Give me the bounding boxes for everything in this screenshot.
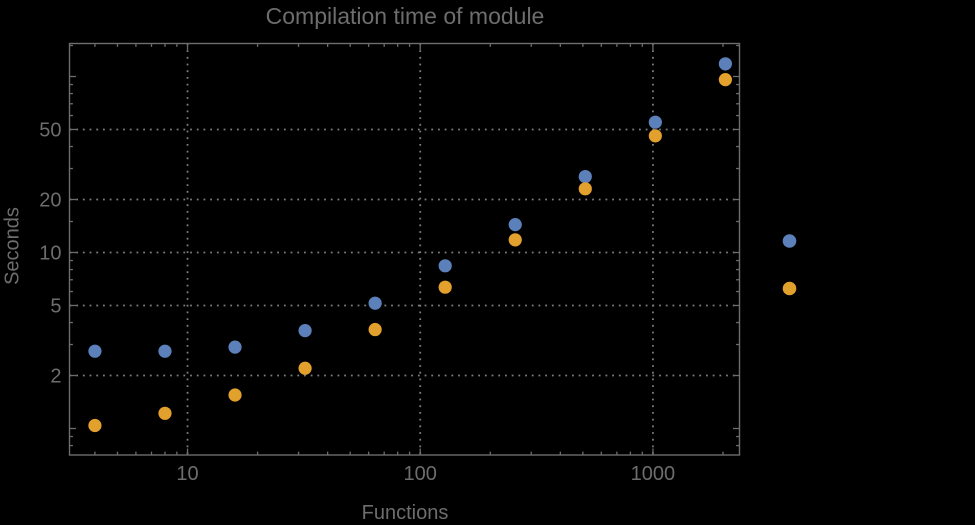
data-point-series-2	[438, 280, 452, 294]
data-point-series-2	[368, 322, 382, 337]
y-axis-label: Seconds	[1, 207, 24, 285]
chart-title: Compilation time of module	[265, 3, 545, 29]
data-point-series-2	[578, 182, 592, 196]
data-point-series-2	[158, 406, 172, 420]
x-tick-label: 1000	[631, 463, 676, 485]
x-tick-label: 100	[404, 463, 437, 485]
data-point-series-1	[438, 259, 452, 273]
data-point-series-1	[718, 57, 732, 71]
x-tick-label: 10	[176, 463, 198, 485]
data-point-series-2	[648, 129, 662, 143]
data-point-series-1	[578, 169, 592, 184]
data-point-series-1	[648, 115, 662, 129]
y-tick-label: 5	[50, 295, 61, 317]
data-point-series-1	[228, 340, 242, 354]
legend-marker-series-1	[782, 234, 797, 248]
data-point-series-2	[228, 388, 242, 402]
y-tick-label: 10	[39, 243, 61, 265]
data-point-series-1	[508, 218, 522, 232]
data-point-series-1	[298, 323, 312, 338]
legend-marker-series-2	[782, 281, 797, 296]
data-point-series-2	[718, 73, 732, 87]
y-tick-label: 2	[50, 366, 61, 388]
data-point-series-2	[508, 233, 522, 247]
data-point-series-1	[368, 296, 382, 310]
data-point-series-2	[298, 361, 312, 375]
y-tick-label: 50	[39, 119, 61, 141]
data-point-series-1	[158, 344, 172, 358]
y-tick-label: 20	[39, 190, 61, 212]
x-axis-label: Functions	[361, 502, 449, 524]
data-point-series-1	[88, 344, 102, 358]
plot-frame	[68, 42, 741, 456]
data-point-series-2	[88, 418, 102, 433]
